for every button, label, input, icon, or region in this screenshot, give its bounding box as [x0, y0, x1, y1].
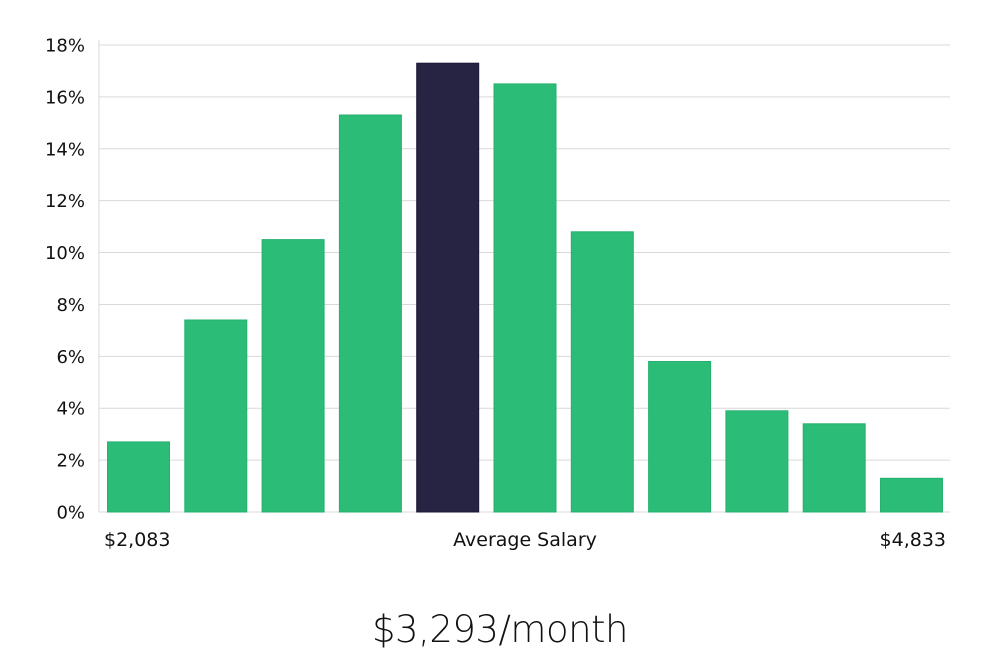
bar — [107, 441, 170, 513]
bar — [648, 361, 712, 513]
bars — [107, 62, 943, 513]
bar — [184, 319, 248, 513]
x-axis-min-label: $2,083 — [104, 529, 171, 551]
bar — [338, 114, 402, 513]
x-axis-max-label: $4,833 — [879, 529, 946, 551]
bar-highlight — [416, 62, 480, 513]
y-tick-label: 16% — [45, 87, 85, 108]
y-tick-label: 8% — [56, 295, 85, 316]
bar — [725, 410, 789, 513]
y-tick-label: 10% — [45, 243, 85, 264]
y-tick-label: 4% — [56, 399, 85, 420]
y-tick-label: 12% — [45, 191, 85, 212]
bar — [570, 231, 634, 513]
y-tick-label: 14% — [45, 139, 85, 160]
y-tick-label: 18% — [45, 36, 85, 57]
bar — [880, 477, 943, 513]
y-tick-label: 2% — [56, 451, 85, 472]
y-tick-label: 6% — [56, 347, 85, 368]
x-axis-center-label: Average Salary — [453, 529, 597, 551]
bar — [261, 239, 325, 513]
average-salary-headline: $3,293/month — [371, 608, 629, 651]
y-axis-ticks: 0% 2% 4% 6% 8% 10% 12% 14% 16% 18% — [45, 36, 85, 524]
bar — [802, 423, 866, 513]
y-tick-label: 0% — [56, 503, 85, 524]
salary-distribution-chart: 0% 2% 4% 6% 8% 10% 12% 14% 16% 18% — [45, 36, 950, 524]
bar — [493, 83, 557, 513]
